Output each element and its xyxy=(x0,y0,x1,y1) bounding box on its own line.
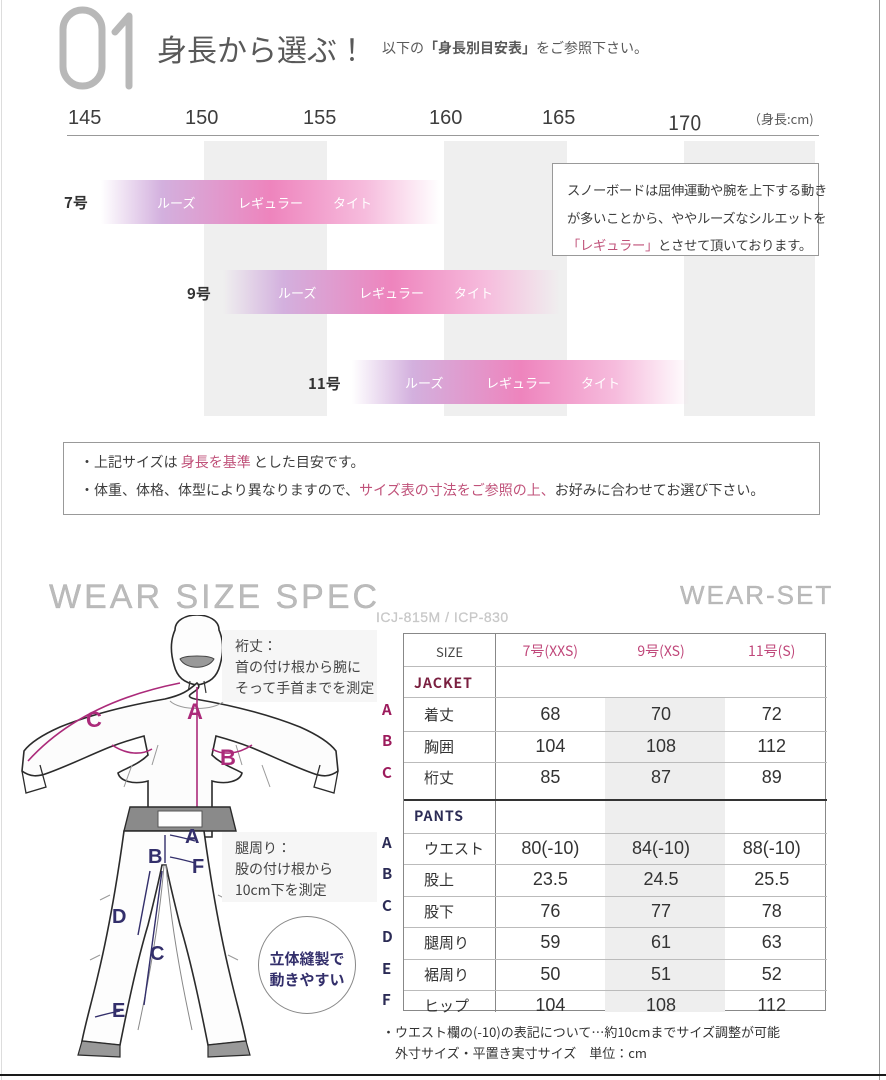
svg-text:A: A xyxy=(185,826,199,848)
svg-text:A: A xyxy=(187,699,203,724)
svg-text:D: D xyxy=(112,906,126,928)
svg-text:C: C xyxy=(86,707,102,732)
svg-text:B: B xyxy=(148,846,162,868)
svg-text:B: B xyxy=(220,745,236,770)
svg-text:C: C xyxy=(150,943,164,965)
svg-text:F: F xyxy=(192,856,204,878)
